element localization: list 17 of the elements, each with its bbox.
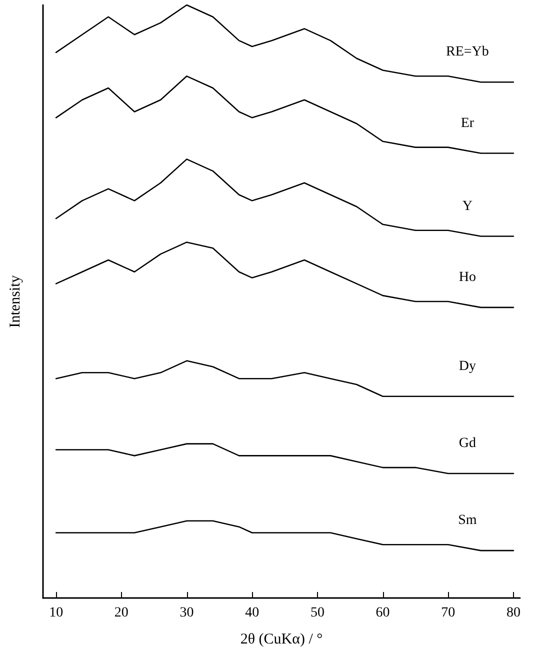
x-tick-label: 40 (245, 606, 260, 620)
x-tick-label: 70 (441, 606, 456, 620)
series-label: Er (460, 116, 474, 131)
series-label: Gd (458, 436, 476, 451)
series-label: Y (462, 198, 473, 214)
series-label: Sm (458, 513, 477, 528)
y-axis-title: Intensity (8, 274, 24, 328)
x-tick-label: 30 (180, 606, 194, 620)
series-label: Dy (458, 358, 476, 374)
x-tick-label: 60 (376, 606, 390, 620)
x-axis-title: 2θ (CuKα) / ° (240, 632, 323, 648)
series-label: Ho (458, 270, 476, 285)
x-tick-label: 10 (49, 606, 64, 620)
series-label: RE=Yb (446, 44, 489, 60)
x-tick-label: 50 (310, 606, 324, 620)
x-tick-label: 80 (506, 606, 520, 620)
x-tick-label: 20 (114, 606, 128, 620)
